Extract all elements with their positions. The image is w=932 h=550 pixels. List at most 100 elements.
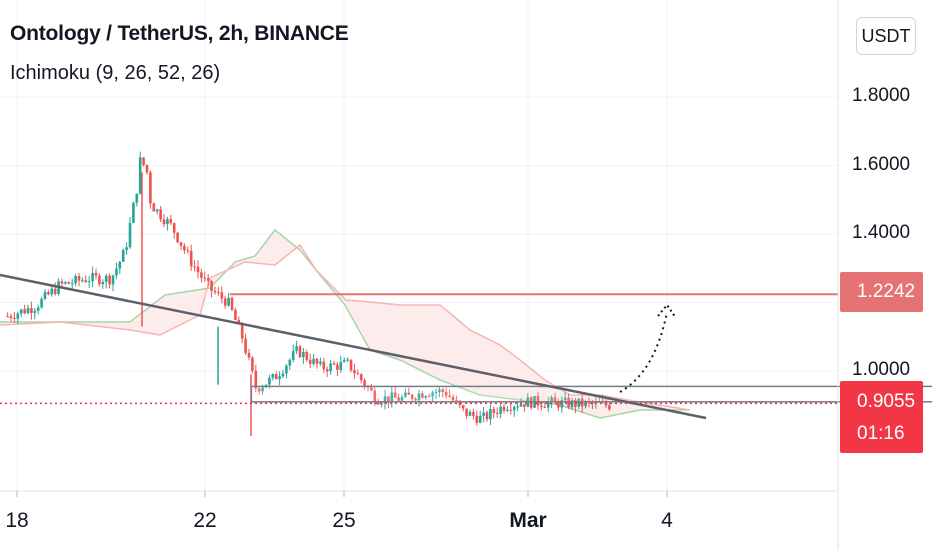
candle-body	[577, 398, 581, 407]
candle-body	[410, 394, 414, 399]
candle-body	[186, 250, 190, 252]
candle-body	[271, 373, 275, 378]
candle-body	[489, 409, 492, 420]
candle-body	[298, 346, 302, 358]
candle-body	[288, 359, 292, 366]
candle-body	[393, 392, 397, 398]
candle-body	[485, 412, 489, 420]
candle-body	[478, 415, 482, 423]
candle-body	[230, 297, 234, 310]
candle-body	[370, 387, 373, 391]
candle-body	[431, 392, 434, 397]
candle-body	[26, 308, 30, 314]
candle-body	[217, 292, 220, 294]
candle-body	[291, 351, 295, 360]
time-tick: 4	[661, 509, 673, 532]
candle-body	[220, 292, 224, 299]
candle-body	[30, 308, 33, 313]
candle-body	[251, 357, 254, 371]
price-tick: 1.8000	[852, 85, 911, 106]
candle-body	[417, 393, 421, 401]
candle-body	[404, 392, 407, 397]
indicator-label[interactable]: Ichimoku (9, 26, 52, 26)	[10, 62, 221, 84]
candle-body	[237, 319, 241, 324]
candle-body	[206, 278, 210, 281]
candle-body	[336, 364, 339, 370]
candle-body	[363, 380, 366, 387]
candle-body	[608, 405, 611, 410]
candle-body	[155, 209, 159, 212]
currency-button[interactable]: USDT	[856, 17, 916, 55]
candle-body	[312, 358, 315, 364]
candle-body	[523, 404, 526, 407]
candle-body	[468, 411, 472, 416]
candle-body	[543, 406, 547, 408]
candle-body	[475, 415, 479, 423]
candle-body	[502, 406, 506, 411]
candle-body	[540, 405, 543, 407]
candle-body	[295, 346, 298, 352]
candle-body	[492, 409, 496, 413]
candle-body	[529, 397, 533, 408]
candle-body	[553, 397, 557, 401]
candle-body	[152, 203, 156, 212]
candle-body	[448, 395, 451, 397]
candle-body	[81, 280, 84, 282]
candle-body	[60, 281, 64, 284]
candle-body	[495, 412, 499, 414]
candle-body	[115, 268, 118, 276]
plot-area[interactable]	[0, 0, 932, 491]
candle-body	[213, 290, 217, 293]
candle-body	[332, 363, 336, 365]
candle-body	[383, 396, 387, 404]
candle-body	[223, 298, 227, 306]
candle-body	[6, 316, 9, 318]
candle-body	[77, 275, 81, 281]
candle-body	[145, 164, 149, 173]
candle-body	[91, 272, 94, 282]
candle-body	[43, 292, 47, 299]
candle-body	[319, 361, 322, 364]
countdown-label: 01:16	[857, 423, 905, 444]
candle-body	[550, 397, 553, 402]
time-tick: 18	[5, 509, 29, 532]
candle-body	[268, 377, 271, 385]
candle-body	[557, 400, 560, 408]
candle-body	[387, 396, 390, 403]
candle-body	[546, 401, 550, 408]
candle-body	[203, 277, 207, 279]
candle-body	[458, 400, 462, 406]
candle-body	[149, 172, 152, 204]
candle-body	[162, 219, 166, 225]
candle-body	[373, 390, 377, 403]
candle-body	[356, 373, 360, 375]
candle-body	[121, 250, 125, 262]
candle-body	[322, 361, 326, 370]
ichimoku-cloud	[0, 230, 690, 418]
candle-body	[244, 338, 247, 354]
candle-body	[516, 406, 519, 408]
candle-body	[315, 358, 319, 364]
candle-body	[472, 411, 475, 416]
candle-body	[461, 405, 465, 409]
time-tick: Mar	[509, 509, 547, 532]
candle-body	[74, 275, 77, 284]
candle-body	[47, 292, 50, 295]
candle-body	[135, 193, 139, 203]
candle-body	[349, 359, 353, 371]
cloud-fill	[0, 230, 690, 418]
candle-body	[183, 245, 186, 251]
candle-body	[257, 388, 261, 392]
candle-body	[390, 392, 394, 403]
candle-body	[98, 275, 101, 285]
candle-body	[512, 406, 516, 411]
candle-body	[536, 396, 540, 406]
candle-body	[499, 406, 502, 414]
candle-body	[254, 370, 258, 389]
candle-body	[36, 307, 40, 311]
candle-body	[176, 232, 179, 243]
price-tick: 1.4000	[852, 222, 911, 243]
candle-body	[104, 275, 108, 282]
candle-body	[400, 396, 404, 401]
